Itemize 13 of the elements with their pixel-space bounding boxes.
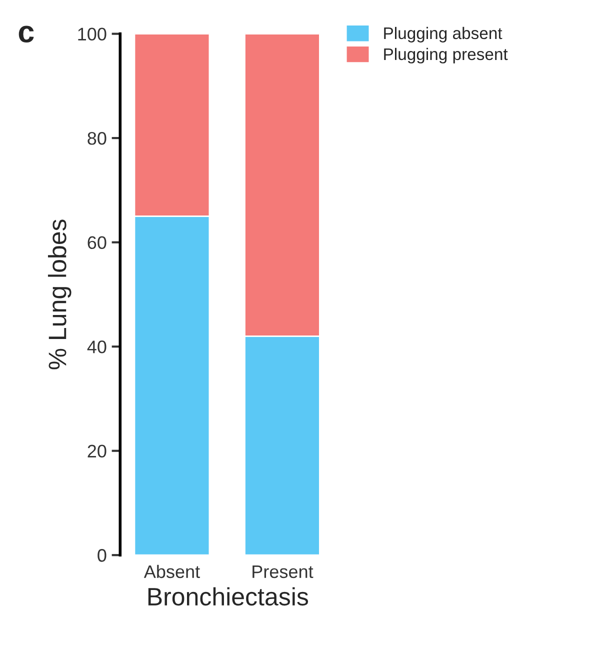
y-tick-label: 40 xyxy=(87,340,106,354)
text: c xyxy=(18,26,34,43)
y-axis-title: % Lung lobes xyxy=(48,220,72,370)
y-tick-label: 60 xyxy=(88,236,106,250)
x-tick-label: Present xyxy=(252,565,314,578)
x-axis-title: Bronchiectasis xyxy=(148,587,308,606)
y-tick-label: 20 xyxy=(88,444,106,458)
legend-label: Plugging present xyxy=(384,48,508,64)
y-tick-label: 100 xyxy=(78,28,106,41)
legend-label: Plugging absent xyxy=(384,26,502,42)
y-tick-label: 80 xyxy=(88,132,106,145)
y-tick-label: 0 xyxy=(98,549,106,562)
x-tick-label: Absent xyxy=(144,564,200,578)
